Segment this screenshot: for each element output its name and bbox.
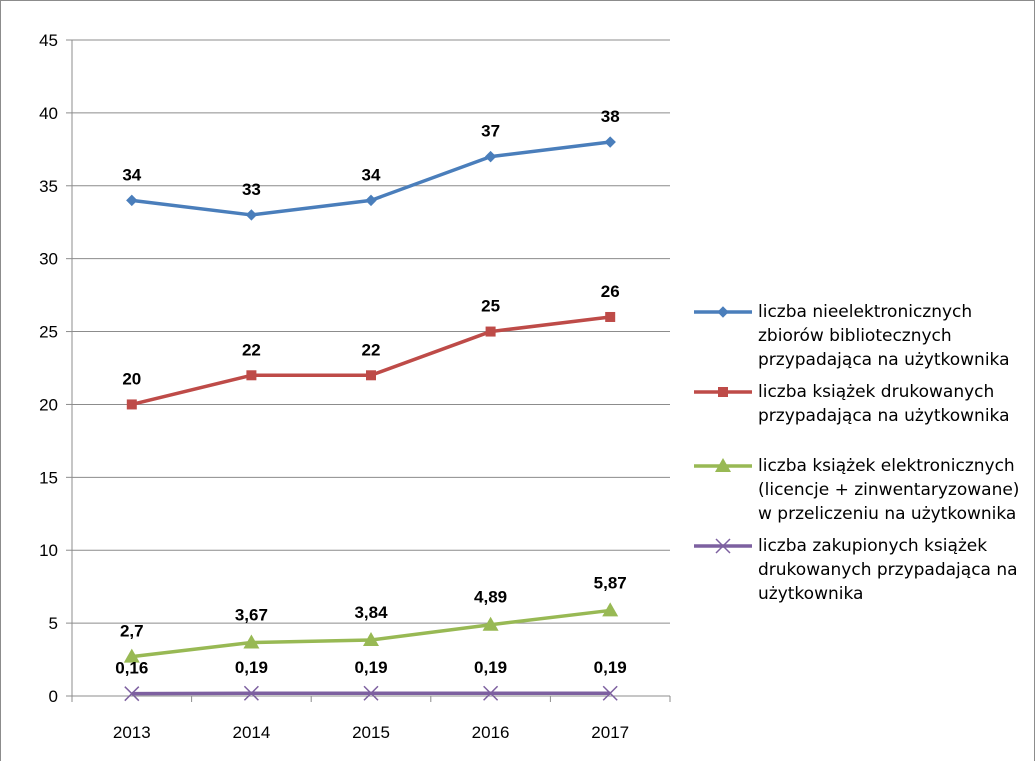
y-tick-label: 35: [39, 177, 58, 196]
y-axis: 0 5 10 15 20 25 30 35 40 45: [39, 31, 73, 706]
legend-label-line: liczba książek drukowanych: [758, 382, 995, 402]
legend-marker: [718, 387, 728, 397]
data-point: [363, 685, 379, 701]
data-point: [123, 648, 140, 663]
x-tick-label: 2017: [591, 723, 629, 742]
legend-label-line: liczba zakupionych książek: [758, 536, 988, 556]
data-label: 33: [242, 180, 261, 199]
y-tick-label: 5: [49, 614, 58, 633]
data-point: [604, 136, 616, 148]
legend-item: liczba książek elektronicznych (licencje …: [680, 454, 1030, 526]
legend-label-line: przypadająca na użytkownika: [758, 406, 1010, 426]
legend-marker: [715, 458, 731, 472]
legend-marker: [715, 538, 731, 554]
data-label: 22: [362, 340, 381, 359]
data-point: [482, 616, 499, 631]
data-label: 0,19: [474, 658, 507, 677]
data-label: 20: [122, 369, 141, 388]
data-label: 22: [242, 340, 261, 359]
legend-key: [694, 538, 752, 554]
legend-label-line: użytkownika: [758, 584, 864, 604]
series-line-2: [131, 315, 611, 407]
data-point: [483, 685, 499, 701]
y-tick-label: 40: [39, 104, 58, 123]
data-label: 5,87: [594, 573, 627, 592]
series-lines: [123, 136, 619, 702]
data-point: [246, 370, 257, 381]
y-tick-label: 20: [39, 395, 58, 414]
data-label: 0,19: [354, 658, 387, 677]
data-point: [602, 685, 618, 701]
data-label: 2,7: [120, 622, 144, 641]
legend-item: liczba książek drukowanych przypadająca n…: [680, 380, 1030, 428]
data-point: [365, 194, 377, 207]
y-tick-label: 30: [39, 250, 58, 269]
data-label: 38: [601, 107, 620, 126]
data-label: 34: [122, 165, 141, 184]
data-point: [243, 634, 260, 649]
x-tick-label: 2016: [472, 723, 510, 742]
data-label: 25: [481, 297, 500, 316]
legend: liczba nieelektronicznych zbiorów bibliot…: [680, 300, 1030, 614]
data-label: 4,89: [474, 588, 507, 607]
x-tick-label: 2014: [232, 723, 270, 742]
data-labels: 34 33 34 37 38 20 22 22 25 26 2,7 3,67 3,84 4,89 5,87 0…: [115, 107, 626, 678]
data-label: 3,84: [354, 603, 388, 622]
legend-label-line: (licencje + zinwentaryzowane): [758, 480, 1020, 500]
data-point: [245, 209, 258, 221]
data-point: [605, 311, 616, 322]
legend-label-line: liczba książek elektronicznych: [758, 456, 1015, 476]
data-label: 3,67: [235, 605, 268, 624]
data-label: 0,19: [594, 658, 627, 677]
data-point: [126, 399, 137, 410]
y-tick-label: 45: [39, 31, 58, 50]
legend-key: [694, 306, 752, 318]
x-tick-label: 2015: [352, 723, 390, 742]
legend-label-line: zbiorów bibliotecznych: [758, 326, 952, 346]
x-axis: 2013 2014 2015 2016 2017: [71, 695, 671, 742]
data-point: [126, 194, 138, 207]
legend-label-line: liczba nieelektronicznych: [758, 302, 973, 322]
gridlines: [72, 39, 670, 624]
legend-marker: [717, 306, 729, 318]
y-tick-label: 10: [39, 541, 58, 560]
y-tick-label: 25: [39, 323, 58, 342]
data-label: 34: [362, 165, 381, 184]
data-label: 0,16: [115, 659, 148, 678]
y-tick-label: 15: [39, 468, 58, 487]
data-point: [366, 370, 376, 381]
data-point: [124, 686, 140, 702]
data-point: [602, 602, 619, 617]
legend-label-line: drukowanych przypadająca na: [758, 560, 1018, 580]
data-point: [485, 326, 496, 337]
legend-key: [694, 458, 752, 472]
data-point: [484, 150, 497, 163]
legend-key: [694, 387, 752, 397]
legend-label-line: w przeliczeniu na użytkownika: [758, 504, 1017, 524]
x-tick-label: 2013: [113, 723, 151, 742]
data-label: 26: [601, 282, 620, 301]
legend-label-line: przypadająca na użytkownika: [758, 350, 1010, 370]
legend-item: liczba zakupionych książek drukowanych pr…: [680, 534, 1030, 606]
data-point: [243, 685, 259, 701]
data-point: [363, 632, 379, 647]
data-label: 0,19: [235, 658, 268, 677]
y-tick-label: 0: [49, 687, 58, 706]
legend-item: liczba nieelektronicznych zbiorów bibliot…: [680, 300, 1030, 372]
data-label: 37: [481, 122, 500, 141]
